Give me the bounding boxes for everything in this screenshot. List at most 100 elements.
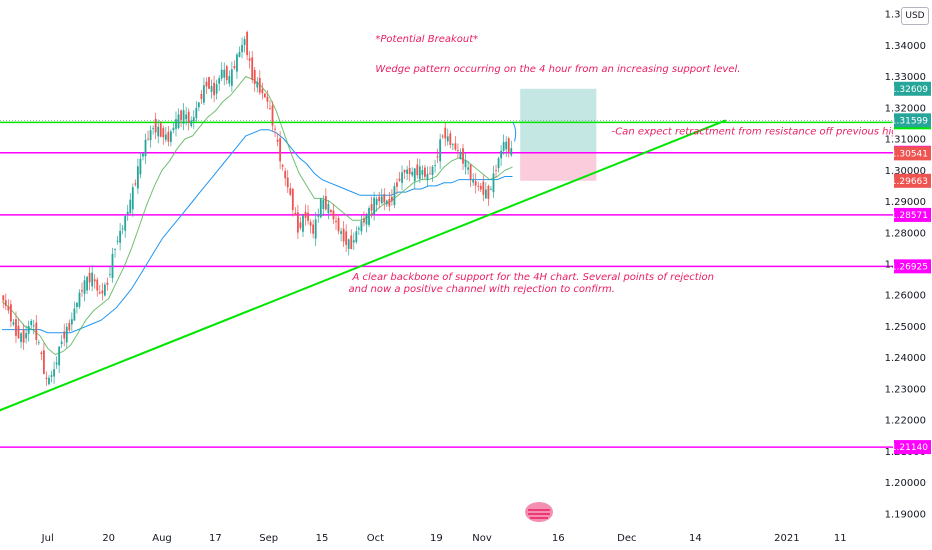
candle-body [230, 69, 233, 86]
annotation-breakout[interactable]: *Potential Breakout* [375, 34, 478, 45]
candle-body [319, 198, 322, 218]
candle-body [495, 170, 497, 171]
candle-body [98, 292, 101, 294]
price-axis[interactable]: 1.350001.340001.330001.320001.310001.300… [885, 0, 932, 550]
candle-body [101, 290, 104, 294]
candle-body [299, 222, 302, 229]
candle-body [73, 308, 76, 321]
price-badge[interactable] [894, 146, 931, 161]
candle-body [269, 108, 271, 110]
horizontal-levels[interactable] [0, 121, 893, 448]
candle-body [180, 110, 182, 120]
x-tick-label: Sep [259, 533, 278, 544]
candle-body [434, 165, 436, 167]
candle-body [2, 295, 5, 301]
candle-body [314, 219, 317, 239]
candle-body [200, 94, 203, 100]
candle-body [401, 172, 403, 183]
price-badge-label: 1.26925 [891, 262, 928, 272]
candle-body [276, 139, 279, 142]
candle-body [53, 369, 55, 377]
candle-body [398, 178, 401, 181]
projection-arrow-icon [512, 121, 517, 142]
candle-body [241, 45, 243, 53]
candle-body [185, 114, 188, 120]
candle-body [484, 189, 487, 199]
candle-body [390, 196, 393, 202]
price-badge[interactable] [894, 173, 931, 188]
candle-body [274, 128, 276, 130]
price-badge[interactable] [894, 440, 931, 455]
candle-body [253, 69, 256, 85]
candle-body [124, 216, 127, 231]
annotation-line: *Potential Breakout* [375, 34, 478, 45]
candle-body [50, 375, 53, 377]
x-tick-label: 15 [316, 533, 329, 544]
candle-body [307, 212, 309, 221]
annotation-wedge[interactable]: Wedge pattern occurring on the 4 hour fr… [375, 64, 740, 75]
candle-body [215, 84, 218, 94]
candle-body [220, 69, 223, 79]
candle-body [421, 170, 424, 175]
candle-body [429, 173, 431, 175]
support-trendline-group[interactable] [0, 119, 727, 415]
candle-body [403, 169, 406, 173]
position-target-zone[interactable] [520, 88, 597, 154]
candle-body [225, 66, 228, 81]
candle-body [192, 117, 195, 122]
candle-body [37, 342, 40, 344]
x-tick-label: Dec [617, 533, 636, 544]
candle-body [78, 292, 81, 307]
candle-body [197, 102, 200, 108]
candle-body [121, 228, 124, 230]
candle-body [406, 169, 409, 174]
annotation-line: Wedge pattern occurring on the 4 hour fr… [375, 64, 740, 75]
candle-body [467, 167, 469, 170]
candle-body [365, 214, 368, 225]
candle-body [441, 135, 444, 137]
x-tick-label: 2021 [774, 533, 799, 544]
long-position-tool[interactable] [0, 88, 893, 181]
candle-body [352, 240, 355, 243]
candle-body [388, 198, 391, 207]
candle-body [490, 188, 492, 190]
candle-body [279, 138, 282, 162]
annotation-support[interactable]: A clear backbone of support for the 4H c… [349, 272, 714, 295]
candle-body [96, 279, 99, 291]
candle-body [129, 199, 132, 214]
y-tick-label: 1.23000 [885, 384, 926, 395]
annotation-retract[interactable]: -Can expect retractment from resistance … [612, 127, 908, 138]
price-badge[interactable] [894, 259, 931, 274]
support-trendline[interactable] [0, 119, 727, 415]
annotation-line: and now a positive channel with rejectio… [349, 284, 615, 295]
candle-body [238, 51, 241, 57]
x-tick-label: Oct [367, 533, 384, 544]
price-badge-label: 1.29663 [891, 177, 928, 187]
currency-label[interactable]: USD [901, 7, 929, 25]
candle-body [378, 196, 381, 202]
candle-body [510, 148, 513, 156]
candle-body [236, 54, 238, 72]
time-axis[interactable]: Jul 20 Aug 17 Sep 15 Oct 19 Nov 16 Dec 14 2021 11 [0, 528, 893, 550]
candle-body [17, 325, 20, 339]
price-badge-label: 1.32609 [891, 85, 928, 95]
candle-body [258, 77, 261, 93]
candle-body [446, 136, 449, 142]
candle-body [451, 144, 454, 145]
y-tick-label: 1.34000 [885, 41, 926, 52]
price-badge[interactable] [894, 81, 931, 96]
candle-body [309, 221, 312, 226]
candle-body [464, 160, 467, 168]
candle-body [63, 331, 66, 339]
candle-body [116, 240, 119, 242]
candle-body [142, 153, 144, 157]
price-badge[interactable] [894, 113, 931, 128]
candle-body [342, 228, 345, 242]
annotations[interactable]: *Potential Breakout* Wedge pattern occurr… [349, 34, 908, 295]
candle-body [271, 105, 274, 126]
price-badge-label: 1.30541 [891, 149, 928, 159]
price-badge[interactable] [894, 207, 931, 222]
candle-body [416, 164, 419, 176]
candle-body [208, 77, 210, 89]
